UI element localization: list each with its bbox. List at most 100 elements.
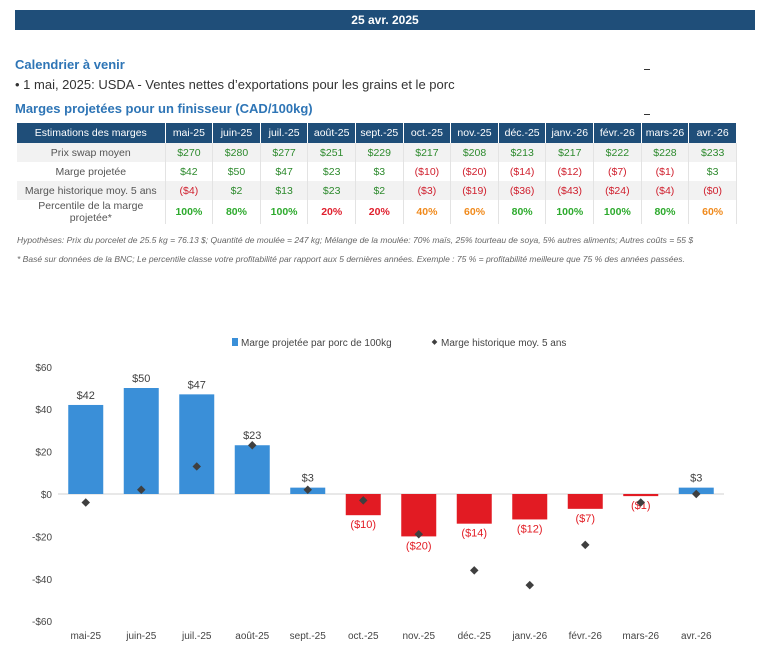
table-cell: ($10) bbox=[403, 162, 452, 181]
data-label: ($14) bbox=[461, 528, 487, 540]
marker-point bbox=[192, 462, 201, 471]
table-month-header: sept.-25 bbox=[355, 123, 404, 143]
date-banner: 25 avr. 2025 bbox=[15, 10, 755, 30]
table-cell: 20% bbox=[307, 200, 356, 224]
table-cell: 40% bbox=[403, 200, 452, 224]
table-month-header: juin-25 bbox=[212, 123, 261, 143]
marker-point bbox=[137, 485, 146, 495]
table-month-header: janv.-26 bbox=[545, 123, 595, 143]
bar bbox=[179, 394, 215, 494]
x-tick-label: avr.-26 bbox=[681, 631, 712, 642]
legend-label: Marge projetée par porc de 100kg bbox=[241, 338, 392, 349]
table-cell: ($36) bbox=[498, 181, 547, 200]
table-cell: $277 bbox=[260, 143, 309, 162]
legend-marker-swatch bbox=[431, 339, 438, 345]
table-month-header: juil.-25 bbox=[260, 123, 309, 143]
table-row-label: Percentile de la marge projetée* bbox=[17, 200, 166, 224]
x-tick-label: janv.-26 bbox=[511, 631, 547, 642]
table-row-label: Marge historique moy. 5 ans bbox=[17, 181, 166, 200]
table-cell: $13 bbox=[260, 181, 309, 200]
legend-bar-swatch bbox=[232, 338, 238, 346]
y-tick-label: $60 bbox=[35, 363, 52, 374]
table-header-row: Estimations des marges mai-25 juin-25 juil… bbox=[17, 123, 737, 143]
bar bbox=[401, 494, 437, 537]
marker-point bbox=[581, 540, 590, 550]
table-cell: $217 bbox=[403, 143, 452, 162]
marker-point bbox=[359, 496, 368, 505]
bar bbox=[68, 404, 104, 494]
y-tick-label: -$60 bbox=[32, 617, 52, 628]
table-cell: ($14) bbox=[498, 162, 547, 181]
table-cell: 100% bbox=[593, 200, 642, 224]
table-cell: $47 bbox=[260, 162, 309, 181]
x-tick-label: août-25 bbox=[235, 631, 269, 642]
table-cell: 100% bbox=[165, 200, 214, 224]
margin-chart: Marge projetée par porc de 100kg Marge hi… bbox=[32, 338, 724, 642]
table-cell: 80% bbox=[641, 200, 690, 224]
table-cell: ($19) bbox=[450, 181, 499, 200]
table-cell: $213 bbox=[498, 143, 547, 162]
table-cell: 100% bbox=[260, 200, 309, 224]
table-cell: ($1) bbox=[641, 162, 690, 181]
marker-point bbox=[525, 580, 534, 590]
data-label: $3 bbox=[690, 473, 702, 485]
table-cell: $280 bbox=[212, 143, 261, 162]
table-corner-header: Estimations des marges bbox=[17, 123, 166, 143]
table-cell: $228 bbox=[641, 143, 690, 162]
table-cell: ($0) bbox=[688, 181, 737, 200]
percentile-footnote: * Basé sur données de la BNC; Le percent… bbox=[17, 254, 685, 264]
calendar-item: • 1 mai, 2025: USDA - Ventes nettes d’ex… bbox=[15, 77, 455, 92]
table-cell: $251 bbox=[307, 143, 356, 162]
table-cell: 60% bbox=[688, 200, 737, 224]
x-tick-label: oct.-25 bbox=[348, 631, 379, 642]
x-tick-label: mars-26 bbox=[622, 631, 659, 642]
margin-table: Estimations des marges mai-25 juin-25 juil… bbox=[17, 123, 737, 224]
table-cell: ($7) bbox=[593, 162, 642, 181]
table-cell: $23 bbox=[307, 162, 356, 181]
table-row: Marge projetée $42 $50 $47 $23 $3 ($10) ($20) ($… bbox=[17, 162, 737, 181]
marker-point bbox=[470, 566, 479, 575]
table-cell: 60% bbox=[450, 200, 499, 224]
x-tick-label: févr.-26 bbox=[569, 631, 603, 642]
bar bbox=[567, 494, 603, 509]
table-row: Percentile de la marge projetée* 100% 80% 1… bbox=[17, 200, 737, 224]
data-label: $47 bbox=[188, 379, 206, 391]
table-row: Marge historique moy. 5 ans ($4) $2 $13 $23 $… bbox=[17, 181, 737, 200]
data-label: $3 bbox=[302, 473, 314, 485]
table-cell: 80% bbox=[498, 200, 547, 224]
x-tick-label: sept.-25 bbox=[290, 631, 327, 642]
y-tick-label: $0 bbox=[41, 490, 53, 501]
data-label: ($12) bbox=[517, 523, 543, 535]
table-cell: ($24) bbox=[593, 181, 642, 200]
table-row-label: Prix swap moyen bbox=[17, 143, 166, 162]
table-month-header: mars-26 bbox=[641, 123, 690, 143]
table-cell: ($20) bbox=[450, 162, 499, 181]
y-tick-label: $20 bbox=[35, 448, 52, 459]
x-tick-label: nov.-25 bbox=[402, 631, 435, 642]
x-tick-label: juin-25 bbox=[125, 631, 156, 642]
table-month-header: févr.-26 bbox=[593, 123, 642, 143]
table-row: Prix swap moyen $270 $280 $277 $251 $229 $217 $… bbox=[17, 143, 737, 162]
table-cell: $2 bbox=[212, 181, 261, 200]
table-month-header: mai-25 bbox=[165, 123, 214, 143]
table-cell: $42 bbox=[165, 162, 214, 181]
table-month-header: oct.-25 bbox=[403, 123, 452, 143]
y-tick-label: -$20 bbox=[32, 532, 52, 543]
table-cell: 100% bbox=[545, 200, 595, 224]
data-label: ($20) bbox=[406, 540, 432, 552]
tick-mark bbox=[644, 114, 650, 115]
table-month-header: nov.-25 bbox=[450, 123, 499, 143]
table-cell: $217 bbox=[545, 143, 595, 162]
data-label: $42 bbox=[77, 390, 95, 402]
table-cell: ($4) bbox=[165, 181, 214, 200]
table-month-header: avr.-26 bbox=[688, 123, 737, 143]
legend-label: Marge historique moy. 5 ans bbox=[441, 338, 566, 349]
data-label: $50 bbox=[132, 373, 150, 385]
x-tick-label: juil.-25 bbox=[181, 631, 212, 642]
bar bbox=[623, 494, 659, 497]
table-cell: 80% bbox=[212, 200, 261, 224]
table-cell: 20% bbox=[355, 200, 404, 224]
table-cell: ($12) bbox=[545, 162, 595, 181]
bar bbox=[456, 494, 492, 524]
table-cell: $3 bbox=[355, 162, 404, 181]
